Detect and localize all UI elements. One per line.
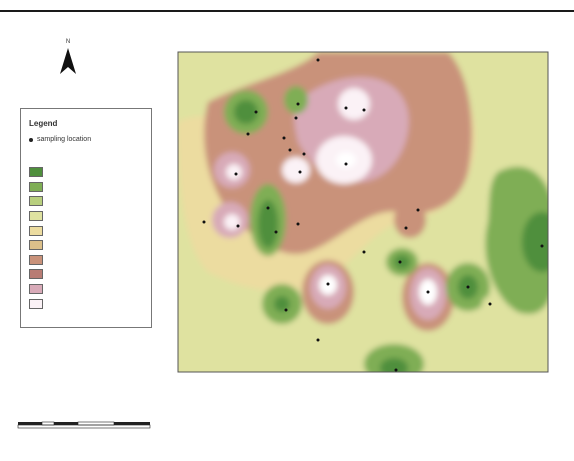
sampling-point (246, 132, 250, 136)
sampling-point (316, 338, 320, 342)
sampling-point (488, 302, 492, 306)
legend-class-list (29, 165, 147, 311)
legend-swatch (29, 225, 43, 236)
legend-class-row (29, 296, 147, 311)
map-border (177, 51, 549, 373)
sampling-point (202, 220, 206, 224)
map-frame (177, 51, 549, 373)
top-rule (0, 10, 574, 12)
sampling-point (326, 282, 330, 286)
legend-class-row (29, 194, 147, 209)
sampling-point (344, 162, 348, 166)
legend-point-entry: sampling location (29, 136, 91, 143)
legend-title: Legend (29, 119, 58, 128)
legend-point-label: sampling location (37, 136, 92, 143)
sampling-point (284, 308, 288, 312)
sampling-point (362, 250, 366, 254)
legend-class-row (29, 165, 147, 180)
sampling-point (362, 108, 366, 112)
sampling-point (540, 244, 544, 248)
sampling-point (274, 230, 278, 234)
sampling-point (426, 290, 430, 294)
sampling-point (294, 116, 298, 120)
sampling-point (236, 224, 240, 228)
sampling-point (398, 260, 402, 264)
legend: Legend sampling location (20, 108, 152, 328)
legend-swatch (29, 298, 43, 309)
legend-class-row (29, 209, 147, 224)
legend-swatch (29, 240, 43, 251)
north-arrow-icon: N (60, 39, 76, 74)
legend-class-row (29, 267, 147, 282)
legend-swatch (29, 211, 43, 222)
sampling-point (266, 206, 270, 210)
legend-class-row (29, 180, 147, 195)
sampling-points (202, 58, 544, 372)
legend-class-row (29, 282, 147, 297)
legend-swatch (29, 284, 43, 295)
legend-class-row (29, 238, 147, 253)
sampling-point (394, 368, 398, 372)
scale-bar (17, 421, 151, 429)
dot-icon (29, 137, 33, 142)
concentration-surface (178, 52, 548, 372)
sampling-point (466, 285, 470, 289)
sampling-point (298, 170, 302, 174)
sampling-point (344, 106, 348, 110)
sampling-point (404, 226, 408, 230)
sampling-point (282, 136, 286, 140)
sampling-point (416, 208, 420, 212)
legend-swatch (29, 269, 43, 280)
sampling-point (254, 110, 258, 114)
legend-class-row (29, 253, 147, 268)
sampling-point (296, 102, 300, 106)
legend-swatch (29, 254, 43, 265)
sampling-point (288, 148, 292, 152)
legend-swatch (29, 196, 43, 207)
legend-swatch (29, 167, 43, 178)
legend-swatch (29, 181, 43, 192)
sampling-point (234, 172, 238, 176)
north-label: N (66, 39, 70, 45)
legend-class-row (29, 223, 147, 238)
sampling-point (302, 152, 306, 156)
sampling-point (296, 222, 300, 226)
sampling-point (316, 58, 320, 62)
